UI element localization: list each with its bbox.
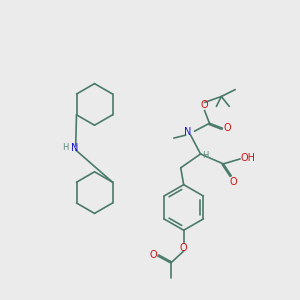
Text: H: H (63, 142, 69, 152)
Text: N: N (184, 127, 191, 137)
Text: H: H (202, 152, 209, 160)
Text: O: O (180, 243, 188, 253)
Text: O: O (230, 177, 237, 187)
Text: N: N (71, 143, 78, 153)
Text: O: O (149, 250, 157, 260)
Text: OH: OH (241, 153, 256, 163)
Text: O: O (224, 123, 231, 133)
Text: O: O (201, 100, 208, 110)
